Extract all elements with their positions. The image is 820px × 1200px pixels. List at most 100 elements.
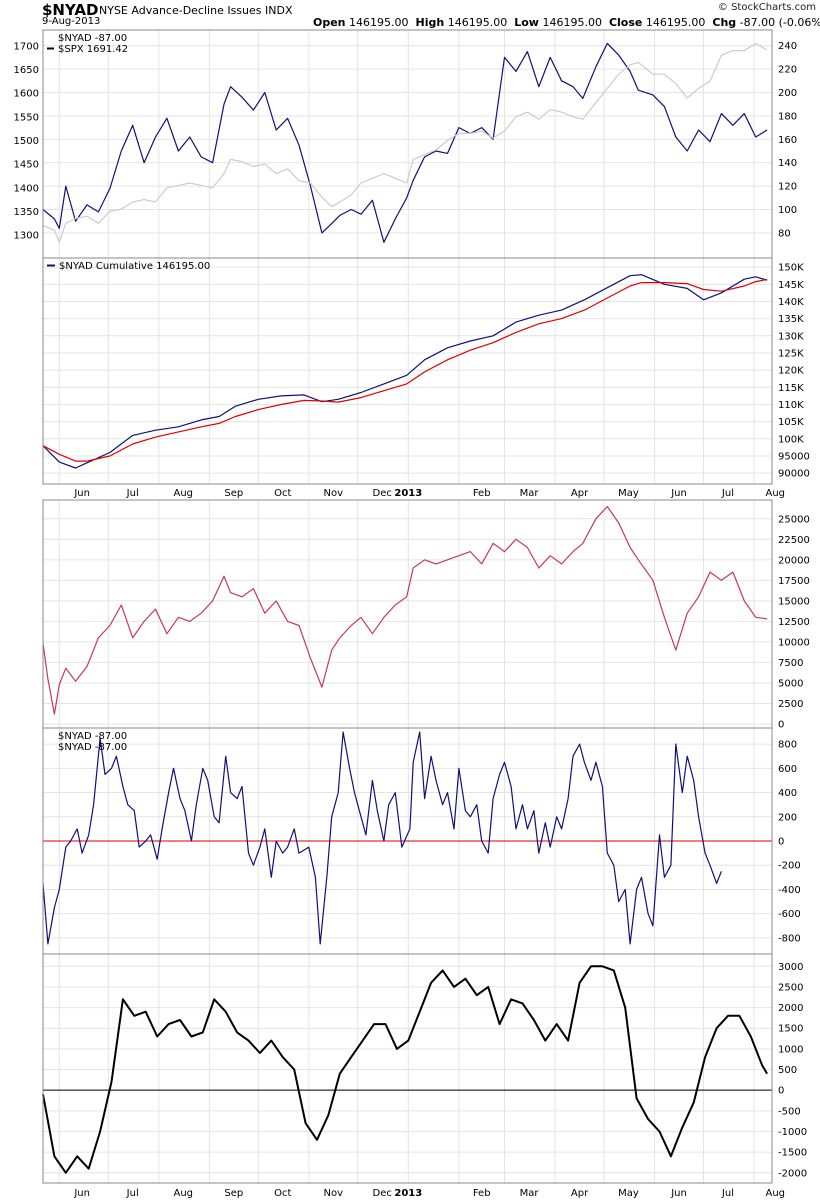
x-axis-tick-label: May <box>618 1188 639 1199</box>
right-axis-tick-label: 140 <box>778 158 797 169</box>
x-axis-tick-label: Jul <box>126 488 139 499</box>
right-axis-tick-label: 120 <box>778 182 797 193</box>
x-axis-tick-label: Apr <box>571 1188 589 1199</box>
right-axis-tick-label: 15000 <box>778 596 810 607</box>
brand-watermark: © StockCharts.com <box>717 2 816 13</box>
open-value: 146195.00 <box>349 16 409 29</box>
right-axis-tick-label: 100 <box>778 205 797 216</box>
right-axis-tick-label: 105K <box>778 417 804 428</box>
series-line-1 <box>42 731 722 945</box>
right-axis-tick-label: 800 <box>778 740 797 751</box>
right-axis-tick-label: -200 <box>778 861 801 872</box>
right-axis-tick-label: 25000 <box>778 514 810 525</box>
right-axis-tick-label: 240 <box>778 41 797 52</box>
x-axis-tick-label: Mar <box>520 488 540 499</box>
x-axis-tick-label: Sep <box>224 1188 243 1199</box>
series-line-1 <box>42 965 768 1174</box>
high-label: High <box>415 16 445 29</box>
chart-header: $NYAD NYSE Advance-Decline Issues INDX 9… <box>0 0 820 30</box>
x-axis-tick-label: Dec <box>373 488 392 499</box>
right-axis-tick-label: 0 <box>778 1086 784 1097</box>
right-axis-tick-label: 100K <box>778 434 804 445</box>
right-axis-tick-label: 7500 <box>778 658 803 669</box>
right-axis-tick-label: 180 <box>778 111 797 122</box>
legend-entry: $SPX 1691.42 <box>58 44 128 55</box>
x-axis-tick-label: Aug <box>765 488 785 499</box>
x-axis-tick-label: Dec <box>373 1188 392 1199</box>
symbol-title: $NYAD <box>42 1 99 19</box>
left-axis-tick-label: 1500 <box>14 136 39 147</box>
chg-value: -87.00 (-0.06%) <box>739 16 820 29</box>
legend-entry: $NYAD -87.00 <box>58 742 127 753</box>
right-axis-tick-label: -1000 <box>778 1127 807 1138</box>
legend-entry: $NYAD -87.00 <box>58 33 127 44</box>
left-axis-tick-label: 1300 <box>14 231 39 242</box>
right-axis-tick-label: 22500 <box>778 535 810 546</box>
right-axis-tick-label: 20000 <box>778 555 810 566</box>
left-axis-tick-label: 1650 <box>14 65 39 76</box>
series-line-1 <box>42 274 768 469</box>
panel-2: 90000 95000 100K 105K 110K 115K 120K 125K 130K 13… <box>42 257 810 485</box>
legend-entry: $NYAD -87.00 <box>58 731 127 742</box>
left-axis-tick-label: 1550 <box>14 112 39 123</box>
x-axis-tick-label: Sep <box>224 488 243 499</box>
x-axis-tick-label: Feb <box>473 488 491 499</box>
x-axis-tick-label: Jul <box>721 1188 734 1199</box>
right-axis-tick-label: 110K <box>778 400 804 411</box>
right-axis-tick-label: 0 <box>778 720 784 731</box>
x-axis-tick-label: Feb <box>473 1188 491 1199</box>
low-label: Low <box>514 16 539 29</box>
right-axis-tick-label: -500 <box>778 1106 801 1117</box>
x-axis-tick-label: Mar <box>520 1188 540 1199</box>
x-axis-tick-label: Aug <box>173 488 193 499</box>
right-axis-tick-label: 90000 <box>778 469 810 480</box>
right-axis-tick-label: -800 <box>778 933 801 944</box>
panel-frame <box>42 499 773 729</box>
right-axis-tick-label: 2500 <box>778 699 803 710</box>
x-axis-tick-label: Apr <box>571 488 589 499</box>
right-axis-tick-label: -2000 <box>778 1168 807 1179</box>
right-axis-tick-label: -1500 <box>778 1148 807 1159</box>
right-axis-tick-label: 3000 <box>778 962 803 973</box>
left-axis-tick-label: 1350 <box>14 207 39 218</box>
right-axis-tick-label: 125K <box>778 348 804 359</box>
right-axis-tick-label: 1500 <box>778 1024 803 1035</box>
x-axis-tick-label: Aug <box>765 1188 785 1199</box>
panel-4: -800 -600 -400 -200 0 200 400 600 800 $NYAD -87.0… <box>42 727 801 955</box>
x-axis-tick-label: Jun <box>73 488 90 499</box>
right-axis-tick-label: 200 <box>778 812 797 823</box>
right-axis-tick-label: 2500 <box>778 982 803 993</box>
left-axis-tick-label: 1400 <box>14 183 39 194</box>
x-axis-tick-label: May <box>618 488 639 499</box>
panel-1: 80 100 120 140 160 180 200 220 240 1300 1350 1400 14… <box>14 29 797 259</box>
chart-date: 9-Aug-2013 <box>42 16 101 27</box>
right-axis-tick-label: 600 <box>778 764 797 775</box>
series-line-1 <box>42 42 768 243</box>
legend-entry: $NYAD Cumulative 146195.00 <box>59 261 210 272</box>
chg-label: Chg <box>712 16 737 29</box>
x-axis-tick-label: Jul <box>721 488 734 499</box>
panel-5: -2000 -1500 -1000 -500 0 500 1000 1500 2000 2500 3… <box>42 953 807 1184</box>
right-axis-tick-label: 150K <box>778 263 804 274</box>
x-axis-tick-label: Nov <box>324 1188 344 1199</box>
x-axis-tick-label: Jul <box>126 1188 139 1199</box>
x-axis-tick-label: 2013 <box>394 488 422 499</box>
x-axis-tick-label: Oct <box>274 488 291 499</box>
open-label: Open <box>313 16 346 29</box>
right-axis-tick-label: 220 <box>778 65 797 76</box>
x-axis-tick-label: Nov <box>324 488 344 499</box>
right-axis-tick-label: 17500 <box>778 576 810 587</box>
right-axis-tick-label: 120K <box>778 366 804 377</box>
x-axis-tick-label: Jun <box>670 1188 687 1199</box>
right-axis-tick-label: 80 <box>778 228 791 239</box>
right-axis-tick-label: 2000 <box>778 1003 803 1014</box>
ohlc-readout: Open 146195.00 High 146195.00 Low 146195… <box>313 16 820 29</box>
right-axis-tick-label: 135K <box>778 314 804 325</box>
low-value: 146195.00 <box>542 16 602 29</box>
right-axis-tick-label: 5000 <box>778 678 803 689</box>
right-axis-tick-label: -400 <box>778 885 801 896</box>
right-axis-tick-label: 200 <box>778 88 797 99</box>
right-axis-tick-label: -600 <box>778 909 801 920</box>
x-axis-tick-label: Oct <box>274 1188 291 1199</box>
